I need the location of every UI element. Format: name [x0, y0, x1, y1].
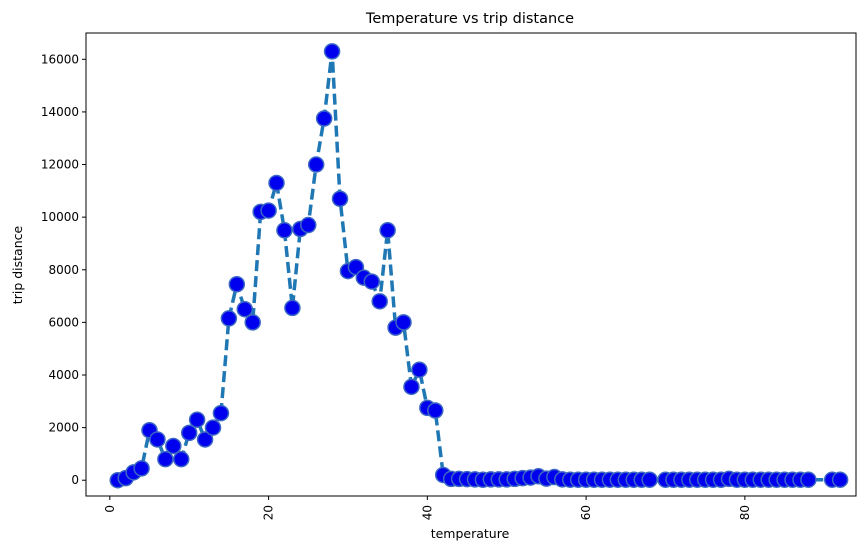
y-axis-label: trip distance: [10, 225, 25, 304]
y-tick-label: 8000: [48, 263, 79, 277]
data-point: [371, 293, 388, 310]
data-point: [307, 156, 325, 173]
y-tick-label: 6000: [48, 315, 79, 329]
plot-area: [85, 32, 857, 497]
data-point: [228, 275, 246, 293]
data-point: [180, 424, 198, 442]
data-point: [284, 299, 301, 317]
data-point: [411, 361, 428, 378]
data-point: [260, 202, 277, 219]
data-point: [641, 471, 658, 488]
x-axis-label: temperature: [431, 526, 510, 541]
data-point: [188, 411, 206, 428]
data-point: [149, 431, 166, 448]
y-tick-label: 10000: [41, 210, 79, 224]
data-point: [427, 402, 444, 419]
y-tick-label: 0: [71, 473, 79, 487]
plot-frame: [85, 32, 857, 497]
data-point: [173, 450, 190, 468]
y-tick-label: 12000: [41, 158, 79, 172]
data-point: [236, 300, 254, 318]
data-point: [315, 110, 333, 127]
y-tick-label: 4000: [48, 368, 79, 382]
data-point: [395, 314, 412, 331]
x-tick-label: 60: [579, 505, 593, 520]
y-tick-label: 16000: [41, 52, 79, 66]
chart-title: Temperature vs trip distance: [365, 11, 574, 27]
data-point: [244, 314, 261, 331]
data-point: [157, 450, 174, 468]
data-point: [363, 273, 381, 290]
data-point: [831, 471, 849, 488]
x-axis: 0 20 40 60 80: [103, 496, 752, 520]
x-tick-label: 20: [262, 505, 276, 520]
y-axis: 0 2000 4000 6000 8000 10000 12000 14000 16000: [41, 52, 86, 487]
x-tick-label: 40: [420, 505, 434, 520]
x-tick-label: 0: [103, 505, 117, 513]
data-point: [323, 43, 341, 60]
data-point: [403, 378, 420, 396]
data-point: [300, 216, 317, 234]
data-point: [268, 174, 285, 192]
data-point: [331, 190, 349, 207]
data-point: [196, 431, 214, 448]
data-point: [133, 460, 150, 477]
data-point: [276, 222, 293, 239]
y-tick-label: 14000: [41, 105, 79, 119]
data-point: [220, 310, 238, 327]
data-point: [379, 222, 396, 239]
data-point: [165, 437, 182, 455]
data-point: [204, 419, 222, 436]
x-tick-label: 80: [738, 505, 752, 520]
y-tick-label: 2000: [48, 421, 79, 435]
data-point: [800, 471, 817, 488]
data-point: [212, 404, 230, 422]
